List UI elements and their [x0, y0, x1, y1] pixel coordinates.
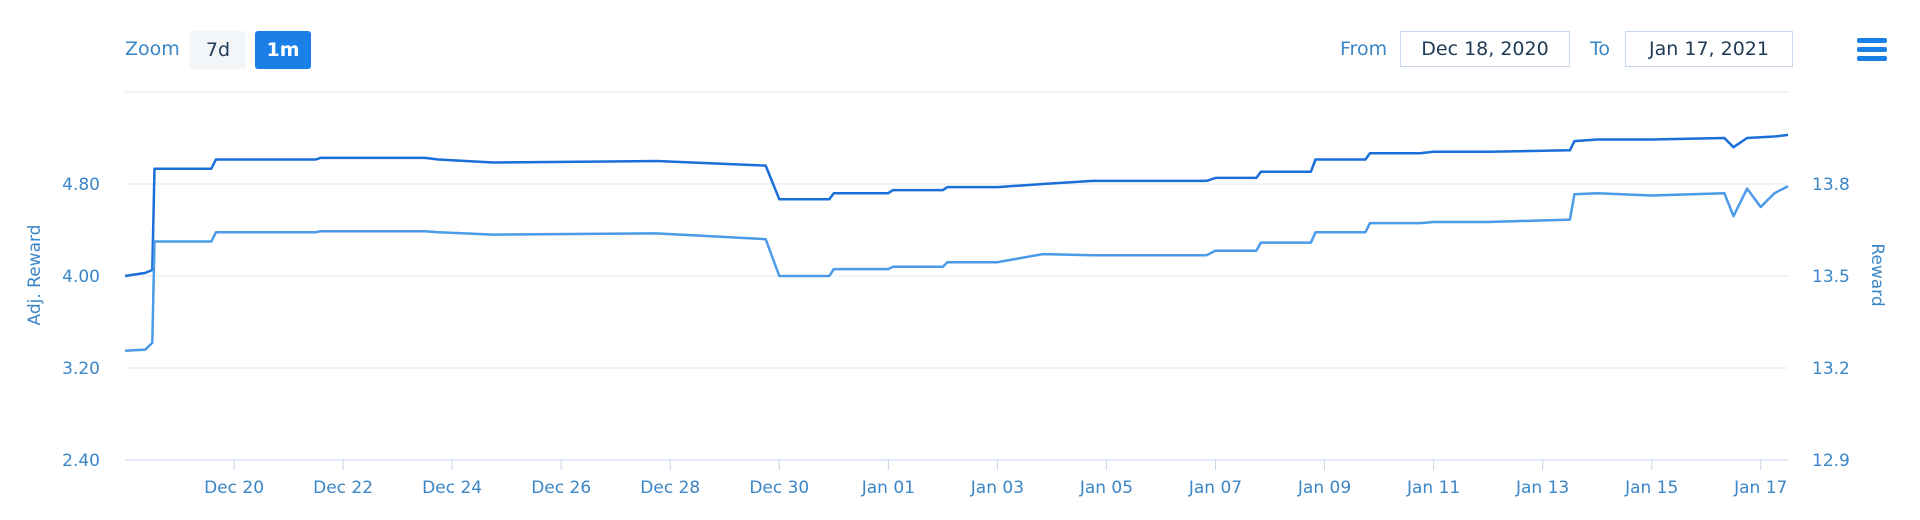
x-tick-Dec 24: Dec 24 [422, 478, 482, 498]
zoom-label: Zoom [125, 38, 180, 60]
chart-toolbar: Zoom 7d 1m From To [0, 0, 1920, 90]
x-tick-Dec 26: Dec 26 [531, 478, 591, 498]
grid-lines [125, 91, 1788, 461]
to-date-input[interactable] [1625, 31, 1793, 67]
x-tick-Jan 17: Jan 17 [1733, 478, 1787, 498]
right-tick-13.8: 13.8 [1812, 175, 1850, 195]
right-tick-12.9: 12.9 [1812, 451, 1850, 471]
x-tick-Jan 15: Jan 15 [1624, 478, 1678, 498]
x-tick-Jan 05: Jan 05 [1079, 478, 1133, 498]
series-line-upper[interactable] [124, 133, 1789, 278]
to-label: To [1590, 38, 1611, 60]
from-label: From [1340, 38, 1388, 60]
x-tick-Jan 07: Jan 07 [1188, 478, 1242, 498]
left-axis-title: Adj. Reward [25, 225, 45, 326]
x-tick-Dec 28: Dec 28 [640, 478, 700, 498]
left-tick-4.80: 4.80 [62, 175, 100, 195]
series-lines [124, 133, 1789, 353]
x-tick-Jan 01: Jan 01 [861, 478, 915, 498]
left-tick-3.20: 3.20 [62, 359, 100, 379]
right-axis-title: Reward [1867, 243, 1887, 306]
hamburger-menu-icon[interactable] [1857, 38, 1887, 62]
x-tick-Dec 20: Dec 20 [204, 478, 264, 498]
left-tick-4.00: 4.00 [62, 267, 100, 287]
x-tick-Dec 30: Dec 30 [749, 478, 809, 498]
right-tick-13.2: 13.2 [1812, 359, 1850, 379]
axis-ticks: 2.40 3.20 4.00 4.80 12.9 13.2 13.5 13.8 Dec 20 De… [62, 175, 1850, 498]
x-tick-Jan 11: Jan 11 [1406, 478, 1460, 498]
zoom-1m-button[interactable]: 1m [255, 31, 311, 69]
from-date-input[interactable] [1400, 31, 1570, 67]
x-tick-Jan 09: Jan 09 [1297, 478, 1351, 498]
zoom-7d-button[interactable]: 7d [190, 31, 246, 69]
x-tick-Jan 03: Jan 03 [970, 478, 1024, 498]
x-tick-Dec 22: Dec 22 [313, 478, 373, 498]
left-tick-2.40: 2.40 [62, 451, 100, 471]
series-line-lower[interactable] [124, 185, 1789, 353]
x-tick-Jan 13: Jan 13 [1515, 478, 1569, 498]
right-tick-13.5: 13.5 [1812, 267, 1850, 287]
